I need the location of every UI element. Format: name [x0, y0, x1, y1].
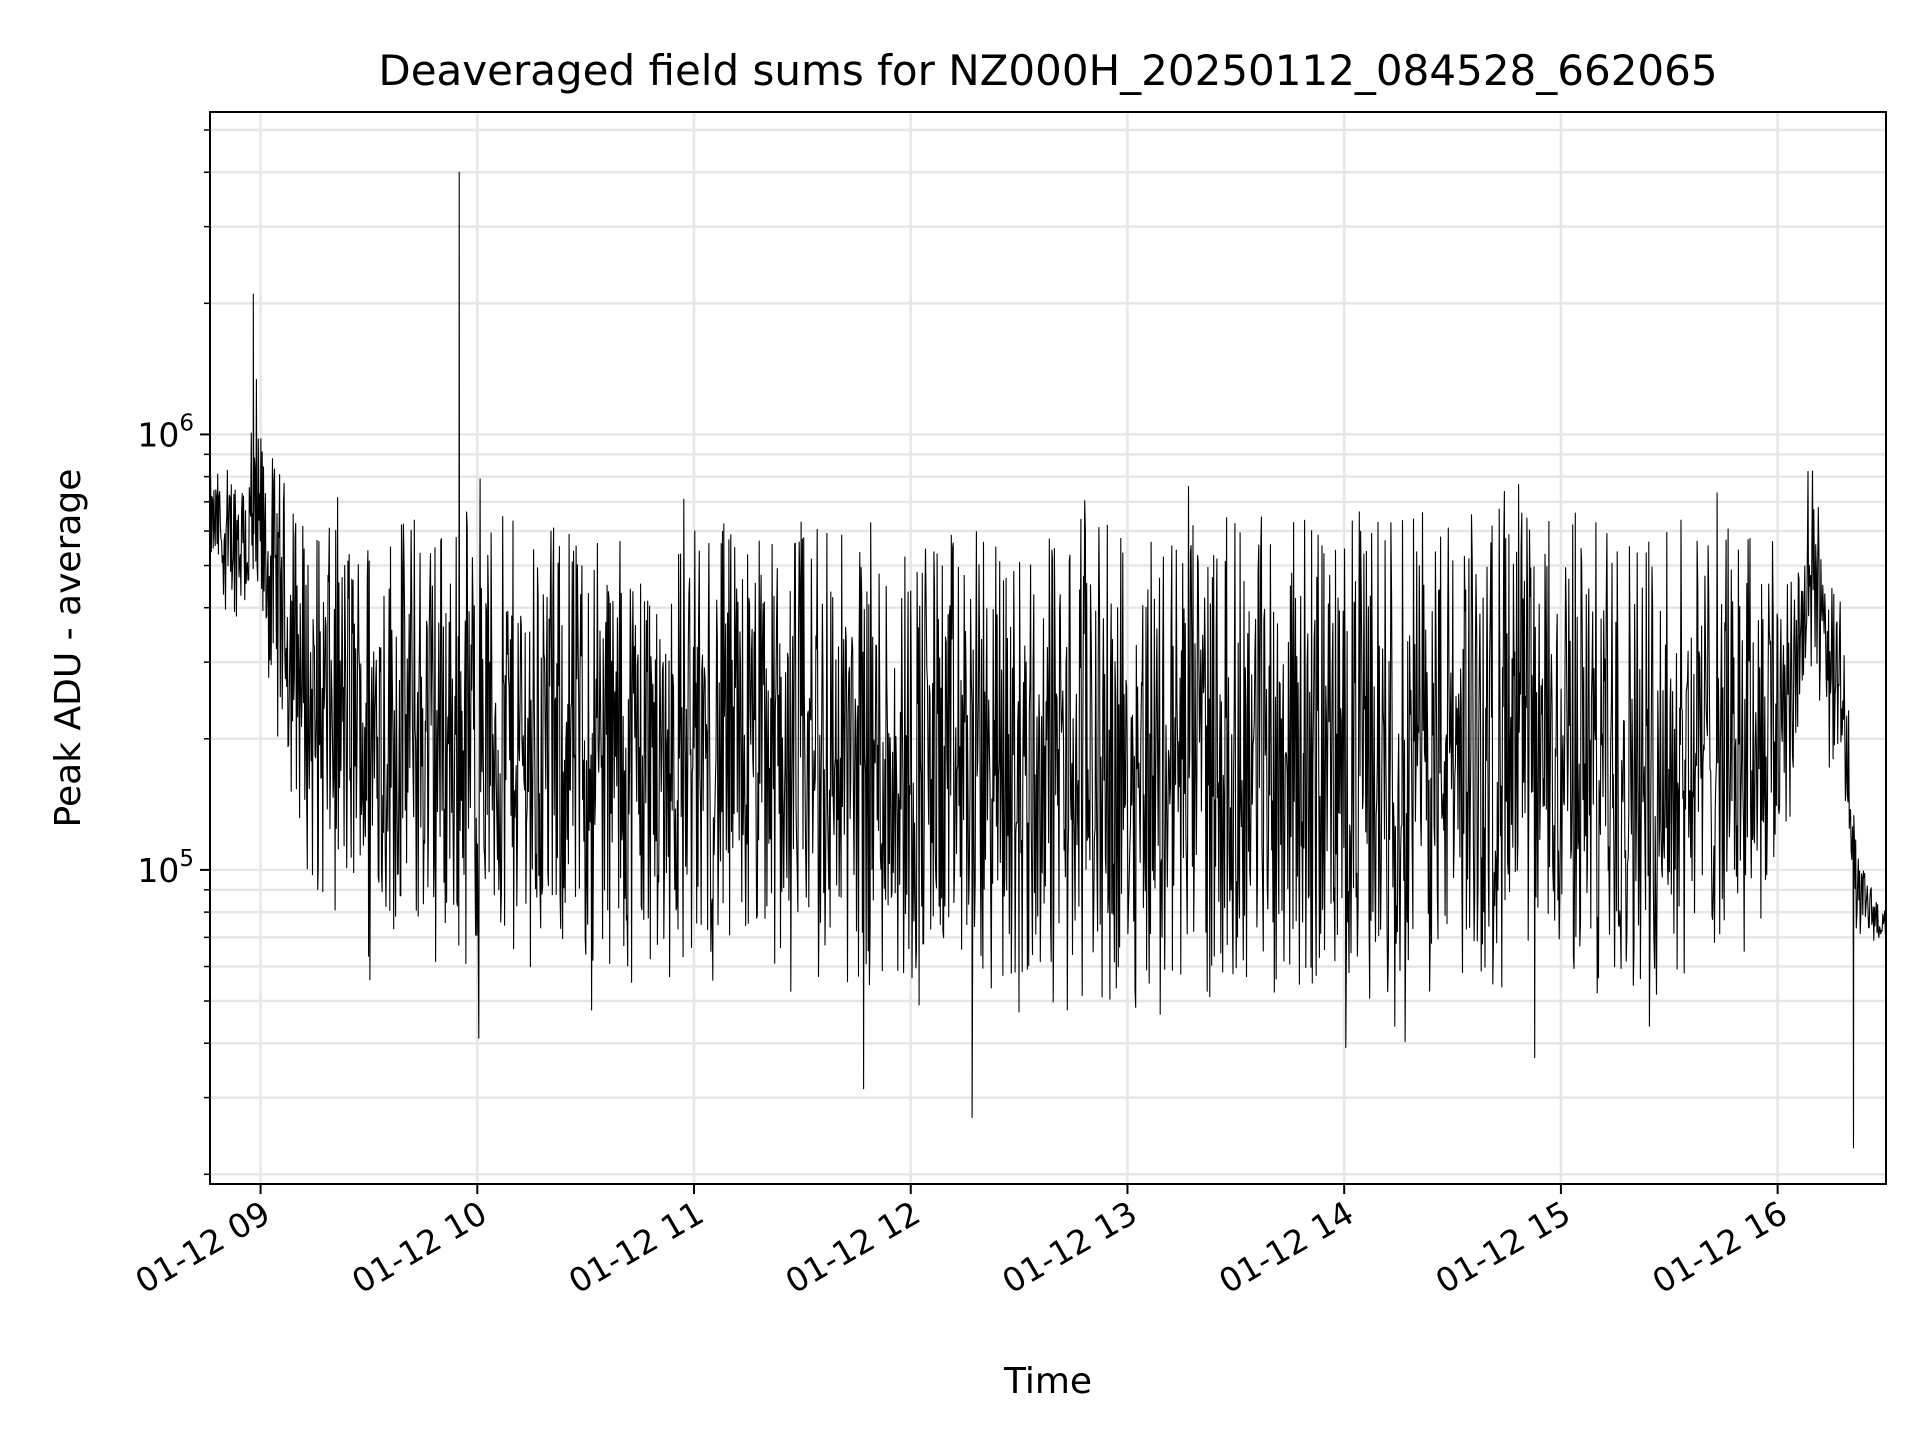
y-axis-label: Peak ADU - average — [48, 469, 89, 828]
series-path — [209, 171, 1887, 1149]
y-tick-exponent: 6 — [179, 410, 194, 436]
y-tick-label: 106 — [137, 410, 194, 454]
chart-title: Deaveraged field sums for NZ000H_2025011… — [378, 46, 1717, 95]
y-tick-label: 105 — [137, 846, 194, 890]
x-axis-label: Time — [1003, 1361, 1092, 1402]
series-line — [209, 171, 1887, 1149]
plot-frame — [209, 111, 1887, 1185]
y-tick-exponent: 5 — [179, 846, 194, 872]
y-tick-base: 10 — [137, 415, 179, 454]
y-tick-base: 10 — [137, 851, 179, 890]
